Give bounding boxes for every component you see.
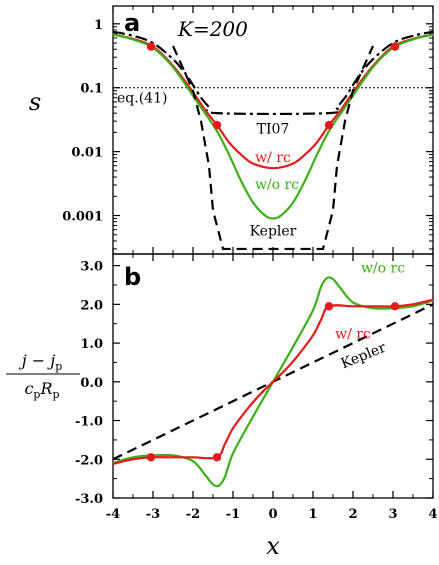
a-ytick-label: 0.01 <box>71 146 103 161</box>
a-series-w-rc <box>112 33 434 170</box>
b-ytick-label: 3.0 <box>80 260 103 275</box>
b-ytick-label: 2.0 <box>80 298 103 313</box>
panel-b-series <box>112 276 434 488</box>
panel-a-annotations: TI07 w/ rc w/o rc Kepler <box>250 122 300 240</box>
ylabel-denominator-sub1: p <box>33 388 40 401</box>
panel-b-ticks: 3.0 2.0 1.0 0.0 -1.0 -2.0 -3.0-4 -3 -2 -1 0 1 2 3 4 <box>75 254 438 522</box>
a-annotation-w-rc: w/ rc <box>255 150 291 166</box>
b-ytick-label: -1.0 <box>75 415 103 430</box>
panel-a-ylabel: s <box>29 88 41 116</box>
b-xtick-label: 4 <box>428 507 437 522</box>
b-xtick-label: 1 <box>308 507 317 522</box>
a-ytick-label: 1 <box>94 18 103 33</box>
a-annotation-w-o-rc: w/o rc <box>255 177 299 193</box>
panel-a-markers <box>146 42 400 130</box>
b-xtick-label: 0 <box>268 507 277 522</box>
panel-a: a K=200 s eq.(41) 1 0.1 0.01 0.001 TI07 w/ r… <box>29 5 434 255</box>
b-xtick-label: -4 <box>106 507 120 522</box>
a-marker-point <box>212 120 222 130</box>
b-xtick-label: -1 <box>226 507 240 522</box>
ylabel-denominator: c <box>24 379 33 398</box>
b-marker-point <box>146 453 156 462</box>
b-marker-point <box>324 302 334 311</box>
ylabel-numerator: j − j <box>19 351 56 370</box>
b-xtick-label: -2 <box>186 507 200 522</box>
svg-text:cpRp: cpRp <box>24 379 59 401</box>
panel-b-markers <box>146 302 400 462</box>
panel-a-letter: a <box>124 9 140 37</box>
ylabel-denominator-mid: R <box>39 379 52 398</box>
panel-b-letter: b <box>124 263 141 291</box>
b-series-w-rc <box>112 298 434 465</box>
panel-b-xlabel: x <box>266 532 280 560</box>
ylabel-numerator-sub: p <box>55 360 62 373</box>
a-ytick-label: 0.1 <box>80 82 103 97</box>
b-marker-point <box>212 453 222 462</box>
panel-b-ylabel: j − jp cpRp <box>6 351 80 401</box>
b-xtick-label: 2 <box>348 507 357 522</box>
panel-a-ticks: 1 0.1 0.01 0.001 <box>62 6 434 254</box>
panel-b: b j − jp cpRp x 3.02.01.00.0-1.0-2.0-3.0… <box>6 253 438 560</box>
panel-a-title-k: K=200 <box>177 17 248 41</box>
a-ytick-label: 0.001 <box>62 210 103 225</box>
b-ytick-label: 0.0 <box>80 376 103 391</box>
b-marker-point <box>390 302 400 311</box>
a-series-w-o-rc <box>112 33 434 220</box>
panel-b-frame <box>112 253 434 499</box>
ylabel-denominator-sub2: p <box>53 388 60 401</box>
a-marker-point <box>146 42 156 51</box>
b-xtick-label: -3 <box>146 507 160 522</box>
panel-a-reference-line-group: eq.(41) <box>113 87 433 107</box>
panel-a-series <box>112 30 434 251</box>
a-marker-point <box>390 42 400 51</box>
a-marker-point <box>324 120 334 130</box>
svg-text:j − jp: j − jp <box>19 351 63 373</box>
b-annotation-kepler: Kepler <box>339 340 389 372</box>
b-annotation-w-o-rc: w/o rc <box>361 261 405 277</box>
a-series-ti07 <box>112 30 434 116</box>
b-xtick-label: 3 <box>388 507 397 522</box>
b-annotation-w-rc: w/ rc <box>335 326 371 342</box>
reference-line-label: eq.(41) <box>117 91 167 107</box>
b-ytick-label: -3.0 <box>75 492 103 507</box>
a-series-kepler <box>171 45 375 251</box>
a-annotation-ti07: TI07 <box>257 122 290 138</box>
a-annotation-kepler: Kepler <box>250 224 297 240</box>
b-ytick-label: 1.0 <box>80 337 103 352</box>
panel-a-title: K=200 <box>177 17 248 41</box>
b-ytick-label: -2.0 <box>75 453 103 468</box>
